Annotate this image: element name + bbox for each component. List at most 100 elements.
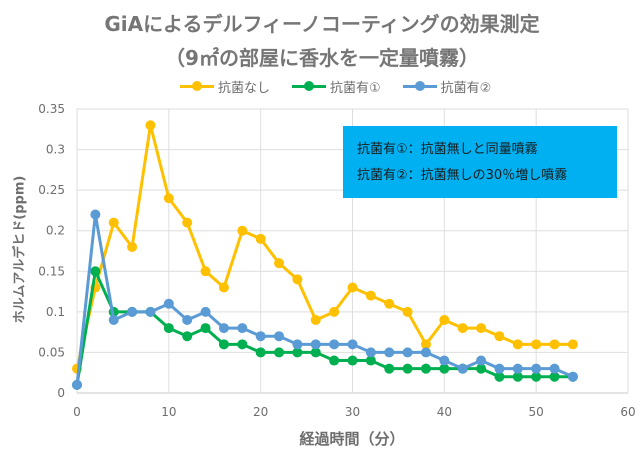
data-point <box>494 363 505 374</box>
data-point <box>163 323 174 334</box>
legend-swatch <box>180 80 214 91</box>
data-point <box>365 347 376 358</box>
series-line-2 <box>75 212 574 386</box>
data-point <box>365 355 376 366</box>
data-point <box>90 209 101 220</box>
y-tick-label: 0 <box>57 386 65 400</box>
data-point <box>531 339 542 350</box>
x-tick-label: 40 <box>437 405 452 419</box>
data-point <box>439 363 450 374</box>
data-point <box>494 331 505 342</box>
data-point <box>347 282 358 293</box>
legend-label: 抗菌なし <box>218 80 271 96</box>
data-point <box>310 314 321 325</box>
legend-item: 抗菌有② <box>402 77 492 96</box>
data-point <box>274 331 285 342</box>
data-point <box>292 339 303 350</box>
data-point <box>200 266 211 277</box>
legend-item: 抗菌有① <box>292 77 381 96</box>
data-point <box>237 225 248 236</box>
data-point <box>549 339 560 350</box>
x-tick-label: 10 <box>161 405 176 419</box>
data-point <box>439 314 450 325</box>
data-point <box>384 298 395 309</box>
data-point <box>182 217 193 228</box>
data-point <box>347 339 358 350</box>
data-point <box>476 323 487 334</box>
data-point <box>255 331 266 342</box>
y-tick-label: 0.2 <box>46 224 65 238</box>
y-tick-label: 0.35 <box>38 102 65 116</box>
y-tick-label: 0.05 <box>38 345 65 359</box>
data-point <box>420 339 431 350</box>
data-point <box>420 347 431 358</box>
data-point <box>108 217 119 228</box>
data-point <box>200 323 211 334</box>
data-point <box>402 347 413 358</box>
data-point <box>163 298 174 309</box>
data-point <box>200 306 211 317</box>
data-point <box>274 258 285 269</box>
data-point <box>127 306 138 317</box>
data-point <box>292 347 303 358</box>
data-point <box>384 347 395 358</box>
data-point <box>127 241 138 252</box>
x-tick-label: 30 <box>345 405 360 419</box>
data-point <box>72 379 82 390</box>
data-point <box>218 282 229 293</box>
data-point <box>365 290 376 301</box>
x-axis-label: 経過時間（分） <box>299 430 405 448</box>
data-point <box>145 306 156 317</box>
data-point <box>494 371 505 382</box>
data-point <box>531 363 542 374</box>
legend: 抗菌なし 抗菌有① 抗菌有② <box>180 76 513 96</box>
data-point <box>218 339 229 350</box>
data-point <box>512 363 523 374</box>
legend-swatch <box>402 80 437 91</box>
data-point <box>384 363 395 374</box>
legend-label: 抗菌有② <box>440 80 492 96</box>
data-point <box>163 193 174 204</box>
data-point <box>292 274 303 285</box>
data-point <box>90 266 101 277</box>
annotation-line: 抗菌有②：抗菌無しの30％増し噴霧 <box>357 168 568 183</box>
x-tick-label: 0 <box>73 405 81 419</box>
data-point <box>402 306 413 317</box>
data-point <box>512 371 523 382</box>
data-point <box>457 363 468 374</box>
data-point <box>182 314 193 325</box>
y-tick-label: 0.15 <box>38 264 65 278</box>
x-tick-label: 50 <box>529 405 544 419</box>
data-point <box>531 371 542 382</box>
data-point <box>439 355 450 366</box>
data-point <box>476 355 487 366</box>
data-point <box>218 323 229 334</box>
data-point <box>549 363 560 374</box>
data-point <box>476 363 487 374</box>
data-point <box>108 314 119 325</box>
data-point <box>329 339 340 350</box>
data-point <box>329 306 340 317</box>
series-line-1 <box>75 269 573 386</box>
data-point <box>567 339 578 350</box>
legend-label: 抗菌有① <box>330 80 381 96</box>
y-tick-label: 0.3 <box>46 143 65 157</box>
annotation-box: 抗菌有①：抗菌無しと同量噴霧 抗菌有②：抗菌無しの30％増し噴霧 <box>343 126 617 198</box>
data-point <box>310 339 321 350</box>
data-point <box>237 339 248 350</box>
data-point <box>347 355 358 366</box>
data-point <box>237 323 248 334</box>
data-point <box>402 363 413 374</box>
data-point <box>457 323 468 334</box>
x-tick-label: 60 <box>620 405 635 419</box>
data-point <box>182 331 193 342</box>
data-point <box>329 355 340 366</box>
x-tick-label: 20 <box>253 405 268 419</box>
data-point <box>255 347 266 358</box>
chart-title: GiAによるデルフィーノコーティングの効果測定 <box>104 12 540 36</box>
data-point <box>274 347 285 358</box>
data-point <box>420 363 431 374</box>
y-tick-label: 0.25 <box>38 183 65 197</box>
y-axis-label: ホルムアルデヒド(ppm) <box>12 175 28 324</box>
legend-swatch <box>292 80 327 91</box>
